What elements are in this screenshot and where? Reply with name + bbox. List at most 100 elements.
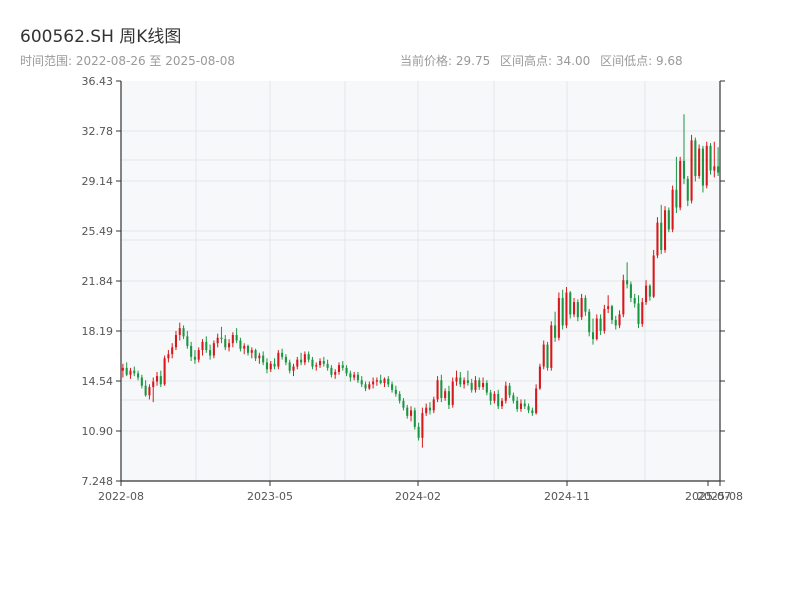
- candle: [148, 384, 151, 400]
- candle: [482, 377, 485, 390]
- candle: [353, 372, 356, 381]
- candle: [459, 372, 462, 388]
- candle-body: [296, 359, 299, 367]
- candle-body: [459, 377, 462, 385]
- candle-body: [561, 297, 564, 326]
- candle-body: [152, 381, 155, 388]
- candle-body: [671, 189, 674, 230]
- y-tick-label: 29.14: [82, 175, 114, 188]
- candle: [281, 348, 284, 360]
- candle: [569, 291, 572, 319]
- candle-body: [186, 336, 189, 346]
- candle: [322, 356, 325, 367]
- candle: [679, 156, 682, 211]
- x-tick-label: 2023-05: [247, 490, 293, 503]
- candle-body: [512, 395, 515, 401]
- y-tick-label: 36.43: [82, 75, 114, 88]
- candle-body: [607, 306, 610, 309]
- candle: [220, 326, 223, 344]
- x-axis: 2022-08 2023-05 2024-02 2024-11 2025-072025-…: [98, 481, 743, 503]
- candle-body: [504, 385, 507, 401]
- candle: [197, 347, 200, 363]
- candle: [561, 289, 564, 330]
- candle: [212, 340, 215, 359]
- candle-body: [591, 332, 595, 340]
- candle: [337, 362, 341, 375]
- candle-body: [682, 160, 686, 179]
- x-tick-label: 2025-07: [685, 490, 731, 503]
- candle-body: [599, 318, 602, 331]
- current-price-label: 当前价格: 29.75: [400, 54, 491, 68]
- candle: [262, 351, 265, 366]
- candle-body: [303, 354, 306, 363]
- candle: [413, 407, 416, 430]
- candle: [155, 372, 159, 386]
- candle-body: [231, 334, 234, 344]
- candle: [307, 351, 310, 363]
- candle: [637, 295, 640, 329]
- candle-body: [645, 285, 648, 303]
- candle-body: [444, 391, 447, 399]
- candle-body: [174, 334, 178, 348]
- candle-body: [629, 284, 632, 298]
- candle: [516, 396, 519, 412]
- candle: [447, 385, 450, 410]
- candle: [614, 315, 617, 330]
- candle: [660, 204, 663, 255]
- candle: [193, 350, 196, 364]
- candle: [451, 377, 454, 408]
- candle-body: [159, 376, 162, 385]
- candle: [663, 206, 667, 253]
- candle-body: [447, 391, 450, 405]
- grid-lines: [121, 81, 720, 481]
- candle: [269, 361, 272, 373]
- candle: [379, 374, 382, 385]
- candle: [246, 344, 250, 356]
- candle: [394, 385, 397, 397]
- candle-body: [508, 385, 511, 396]
- candle-body: [163, 358, 166, 385]
- candle-body: [311, 359, 314, 367]
- candle-body: [201, 341, 204, 351]
- candle-body: [345, 367, 348, 374]
- candle-body: [235, 334, 238, 341]
- candle-body: [485, 382, 488, 393]
- candle-body: [148, 387, 151, 396]
- candle-body: [603, 308, 606, 331]
- candle: [292, 363, 295, 377]
- candle-body: [663, 210, 667, 251]
- candle-body: [372, 381, 375, 385]
- candle: [356, 372, 359, 383]
- candle-body: [326, 363, 329, 368]
- candle-body: [455, 377, 458, 382]
- candle: [224, 334, 227, 351]
- candle-body: [402, 400, 405, 408]
- candle-body: [493, 393, 496, 401]
- candle-body: [387, 378, 390, 385]
- candle: [375, 377, 378, 386]
- candle-body: [554, 325, 557, 338]
- candle-body: [542, 344, 545, 367]
- candle: [152, 377, 155, 403]
- candle-body: [349, 373, 352, 378]
- candle-body: [391, 384, 394, 390]
- candle: [436, 376, 439, 403]
- candle-body: [660, 222, 663, 251]
- candle-body: [686, 178, 689, 201]
- candle-body: [167, 354, 170, 359]
- y-tick-label: 7.248: [82, 475, 114, 488]
- candles: [121, 114, 720, 448]
- candle: [311, 356, 314, 370]
- candle: [455, 370, 458, 386]
- candle-body: [421, 413, 424, 438]
- candle: [387, 376, 390, 388]
- candle-body: [436, 380, 439, 400]
- candle: [368, 381, 371, 390]
- candle: [409, 406, 413, 422]
- candle: [334, 369, 337, 379]
- candle: [345, 365, 348, 377]
- candle: [713, 141, 716, 178]
- candle: [686, 175, 689, 207]
- candle-body: [656, 222, 659, 256]
- candle-body: [269, 363, 272, 370]
